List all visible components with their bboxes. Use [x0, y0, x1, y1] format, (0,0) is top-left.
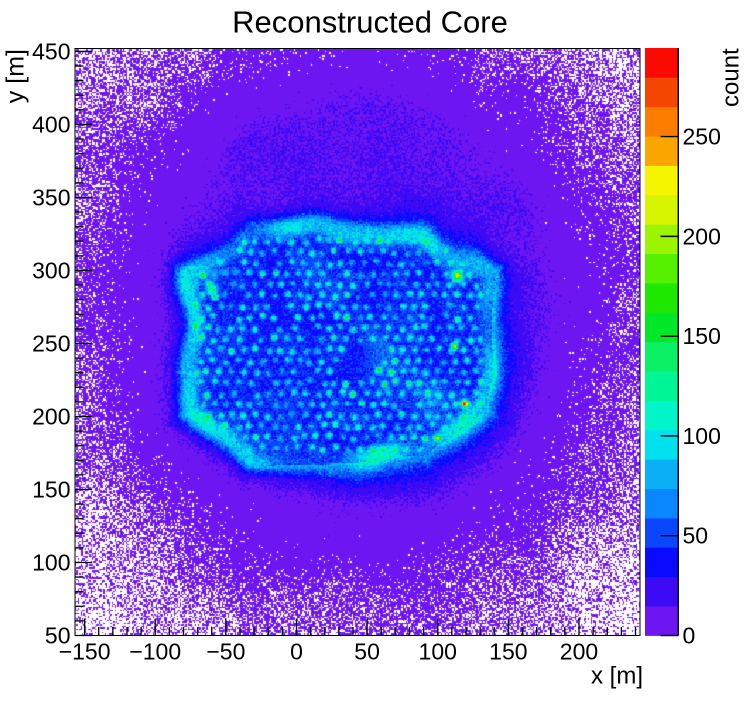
svg-text:100: 100	[32, 549, 70, 575]
svg-text:150: 150	[489, 639, 527, 665]
svg-text:x [m]: x [m]	[591, 663, 643, 690]
svg-text:0: 0	[683, 623, 696, 649]
svg-text:200: 200	[683, 223, 721, 249]
svg-text:50: 50	[45, 623, 71, 649]
svg-text:250: 250	[683, 124, 721, 150]
svg-text:400: 400	[32, 111, 70, 137]
svg-text:150: 150	[32, 476, 70, 502]
svg-text:y [m]: y [m]	[2, 49, 30, 103]
svg-text:450: 450	[32, 38, 70, 64]
svg-text:150: 150	[683, 323, 721, 349]
svg-text:250: 250	[32, 330, 70, 356]
svg-text:−150: −150	[59, 639, 111, 665]
svg-text:0: 0	[290, 639, 303, 665]
svg-text:50: 50	[683, 523, 709, 549]
svg-text:count: count	[718, 48, 745, 107]
svg-text:Reconstructed Core: Reconstructed Core	[232, 5, 508, 40]
svg-text:300: 300	[32, 257, 70, 283]
svg-text:−50: −50	[206, 639, 245, 665]
svg-text:200: 200	[32, 403, 70, 429]
svg-text:350: 350	[32, 184, 70, 210]
svg-text:100: 100	[419, 639, 457, 665]
svg-text:50: 50	[354, 639, 380, 665]
svg-text:−100: −100	[129, 639, 181, 665]
svg-text:200: 200	[560, 639, 598, 665]
svg-text:100: 100	[683, 423, 721, 449]
